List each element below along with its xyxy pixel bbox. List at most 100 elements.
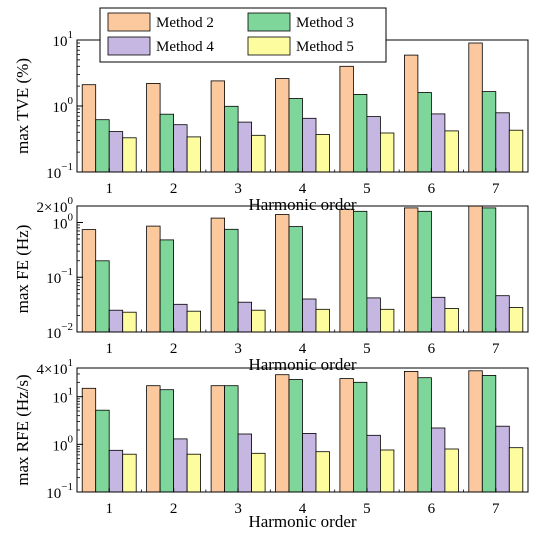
x-tick-label: 6 bbox=[428, 341, 436, 357]
x-tick-label: 6 bbox=[428, 181, 436, 197]
bar-p1-method-4-h5 bbox=[366, 116, 381, 173]
bar-p1-method-3-h7 bbox=[481, 91, 497, 173]
bar-p3-method-3-h3 bbox=[224, 385, 239, 493]
bar-p3-method-3-h5 bbox=[352, 381, 368, 493]
bar-p3-method-4-h2 bbox=[173, 438, 188, 493]
bar-p3-method-3-h4 bbox=[288, 379, 303, 493]
bar-p3-method-4-h4 bbox=[302, 432, 317, 493]
bar-p1-method-5-h7 bbox=[508, 129, 524, 173]
bar-p3-method-5-h4 bbox=[315, 451, 330, 493]
bar-p3-method-2-h2 bbox=[146, 385, 161, 493]
bar-p2-method-5-h5 bbox=[379, 308, 395, 333]
bar-p1-method-3-h4 bbox=[288, 98, 303, 173]
y-tick-label: 10−1 bbox=[46, 161, 73, 182]
x-tick-label: 2 bbox=[170, 181, 178, 197]
bar-p2-method-4-h6 bbox=[430, 296, 446, 333]
bar-p1-method-5-h6 bbox=[444, 130, 459, 173]
bar-p1-method-2-h3 bbox=[210, 80, 226, 173]
x-tick-label: 6 bbox=[428, 501, 436, 517]
bar-p1-method-2-h4 bbox=[275, 78, 290, 173]
bar-p3-method-5-h3 bbox=[251, 452, 266, 493]
x-tick-label: 2 bbox=[170, 501, 178, 517]
bar-p1-method-5-h1 bbox=[122, 137, 137, 173]
legend-swatch-method-4 bbox=[107, 36, 151, 56]
y-tick-label: 10−1 bbox=[46, 266, 73, 287]
bar-p2-method-5-h4 bbox=[315, 308, 330, 333]
y-tick-label: 100 bbox=[53, 433, 74, 454]
bar-p1-method-2-h2 bbox=[146, 83, 161, 173]
bar-p3-method-2-h4 bbox=[275, 374, 290, 493]
bar-p1-method-2-h7 bbox=[468, 42, 483, 173]
bar-p1-method-3-h2 bbox=[159, 113, 175, 173]
bar-p2-method-2-h4 bbox=[275, 214, 290, 333]
bar-p2-method-2-h5 bbox=[339, 208, 354, 333]
y-tick-label: 10−2 bbox=[46, 321, 73, 342]
bar-p3-method-5-h7 bbox=[508, 447, 524, 493]
y-tick-label: 4×101 bbox=[37, 357, 73, 378]
x-tick-label: 4 bbox=[299, 181, 307, 197]
bar-p2-method-3-h4 bbox=[288, 226, 303, 333]
bar-p1-method-3-h1 bbox=[95, 119, 110, 173]
bar-p3-method-4-h6 bbox=[430, 427, 446, 493]
bar-p2-method-5-h6 bbox=[444, 307, 459, 333]
legend-label-method-3: Method 3 bbox=[296, 15, 354, 31]
bar-p3-method-3-h1 bbox=[95, 409, 110, 493]
bar-p1-method-4-h7 bbox=[495, 112, 510, 173]
bar-p1-method-4-h3 bbox=[237, 121, 253, 173]
x-tick-label: 4 bbox=[299, 501, 307, 517]
y-tick-label: 101 bbox=[53, 386, 74, 407]
legend-swatch-method-5 bbox=[247, 36, 291, 56]
x-tick-label: 3 bbox=[234, 501, 242, 517]
bar-p1-method-2-h1 bbox=[81, 84, 97, 173]
x-tick-label: 5 bbox=[363, 501, 371, 517]
bar-p2-method-5-h7 bbox=[508, 307, 524, 333]
x-axis-label: Harmonic order bbox=[248, 195, 356, 214]
bar-p2-method-2-h2 bbox=[146, 225, 161, 333]
x-tick-label: 3 bbox=[234, 341, 242, 357]
x-tick-label: 7 bbox=[492, 341, 500, 357]
x-tick-label: 7 bbox=[492, 181, 500, 197]
bar-p3-method-2-h1 bbox=[81, 387, 97, 493]
y-tick-label: 100 bbox=[53, 95, 74, 116]
x-tick-label: 7 bbox=[492, 501, 500, 517]
x-tick-label: 2 bbox=[170, 341, 178, 357]
bar-p1-method-3-h3 bbox=[224, 105, 239, 173]
bar-p2-method-3-h2 bbox=[159, 239, 175, 333]
x-tick-label: 5 bbox=[363, 341, 371, 357]
bar-p3-method-5-h2 bbox=[186, 453, 202, 493]
bar-p2-method-3-h7 bbox=[481, 207, 497, 333]
x-tick-label: 1 bbox=[105, 181, 113, 197]
bar-p3-method-5-h1 bbox=[122, 453, 137, 493]
bar-p2-method-2-h1 bbox=[81, 229, 97, 333]
bar-p1-method-4-h6 bbox=[430, 113, 446, 173]
bar-p3-method-2-h6 bbox=[403, 370, 419, 493]
bar-p1-method-4-h4 bbox=[302, 117, 317, 173]
bar-p3-method-4-h5 bbox=[366, 434, 381, 493]
bar-p3-method-4-h1 bbox=[108, 449, 124, 493]
legend-swatch-method-2 bbox=[107, 12, 151, 32]
bar-p1-method-5-h2 bbox=[186, 136, 202, 173]
bar-p1-method-4-h1 bbox=[108, 131, 124, 173]
bar-p3-method-2-h7 bbox=[468, 370, 483, 493]
bar-p2-method-4-h4 bbox=[302, 298, 317, 333]
legend: Method 2 Method 3 Method 4 Method 5 bbox=[99, 7, 387, 63]
legend-label-method-4: Method 4 bbox=[156, 39, 214, 55]
bar-p3-method-5-h6 bbox=[444, 448, 459, 493]
bar-p2-method-2-h3 bbox=[210, 217, 226, 333]
y-axis-label: max TVE (%) bbox=[13, 58, 32, 154]
bar-p2-method-4-h5 bbox=[366, 297, 381, 333]
x-tick-label: 4 bbox=[299, 341, 307, 357]
bar-p2-method-5-h1 bbox=[122, 311, 137, 333]
bar-p3-method-5-h5 bbox=[379, 449, 395, 493]
legend-label-method-2: Method 2 bbox=[156, 15, 214, 31]
y-tick-label: 100 bbox=[53, 211, 74, 232]
y-tick-label: 10−1 bbox=[46, 481, 73, 502]
bar-p2-method-4-h7 bbox=[495, 295, 510, 333]
y-axis-label: max FE (Hz) bbox=[13, 225, 32, 314]
bars-layer bbox=[81, 42, 524, 493]
bar-p2-method-3-h1 bbox=[95, 260, 110, 333]
text-layer: 1 2 3 4 5 6 7 10−1 100 101 Harmonic order max TVE (… bbox=[13, 29, 500, 531]
bar-p1-method-2-h6 bbox=[403, 54, 419, 173]
bar-p1-method-5-h4 bbox=[315, 134, 330, 173]
